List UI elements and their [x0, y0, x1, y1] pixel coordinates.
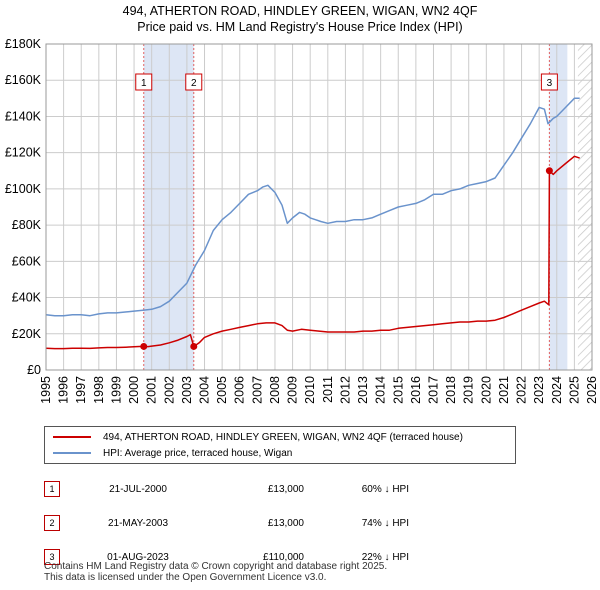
y-tick-label: £160K	[5, 73, 42, 87]
y-tick-label: £40K	[12, 291, 42, 305]
y-tick-label: £60K	[12, 254, 42, 268]
x-tick-label: 2012	[338, 376, 352, 404]
x-tick-label: 2009	[286, 376, 300, 404]
x-tick-label: 1995	[39, 376, 53, 404]
plot-border	[45, 43, 593, 371]
sale-price: £13,000	[267, 517, 304, 529]
x-tick-label: 2008	[268, 376, 282, 404]
x-tick-label: 2011	[321, 376, 335, 403]
sale-date: 01-AUG-2023	[107, 551, 169, 563]
sale-date: 21-MAY-2003	[107, 517, 169, 529]
legend-label-hpi: HPI: Average price, terraced house, Wiga…	[103, 447, 293, 459]
x-tick-label: 2002	[162, 376, 176, 404]
x-tick-label: 2025	[567, 376, 581, 404]
x-tick-label: 2024	[550, 376, 564, 404]
legend-item-hpi: HPI: Average price, terraced house, Wiga…	[53, 445, 292, 461]
y-tick-label: £80K	[12, 218, 42, 232]
y-tick-label: £100K	[5, 182, 42, 196]
x-tick-label: 2017	[426, 376, 440, 404]
sale-point	[545, 167, 553, 175]
sale-date: 21-JUL-2000	[109, 483, 167, 495]
y-tick-label: £120K	[5, 146, 42, 160]
sale-number-label: 2	[191, 78, 197, 89]
x-tick-label: 2007	[250, 376, 264, 404]
sale-marker-box: 1	[44, 481, 60, 497]
sale-number-label: 3	[547, 78, 553, 89]
x-tick-label: 2019	[462, 376, 476, 404]
chart-subtitle: Price paid vs. HM Land Registry's House …	[137, 20, 463, 34]
x-tick-label: 2021	[497, 376, 511, 404]
x-tick-label: 2003	[180, 376, 194, 404]
footer-copyright: Contains HM Land Registry data © Crown c…	[44, 561, 388, 572]
sale-number-box	[185, 73, 203, 91]
sale-row: 2 21-MAY-2003 £13,000 74% ↓ HPI	[44, 506, 409, 540]
y-tick-label: £0	[27, 363, 41, 377]
x-tick-label: 2005	[215, 376, 229, 404]
legend-label-property: 494, ATHERTON ROAD, HINDLEY GREEN, WIGAN…	[103, 431, 463, 443]
footer-licence: This data is licensed under the Open Gov…	[44, 572, 327, 583]
x-tick-label: 2023	[532, 376, 546, 404]
x-tick-label: 2013	[356, 376, 370, 404]
sale-price: £13,000	[267, 483, 304, 495]
sale-number-box	[135, 73, 153, 91]
sale-number-box	[540, 73, 558, 91]
future-hatch	[577, 44, 592, 370]
y-tick-label: £20K	[12, 327, 42, 341]
x-tick-label: 2010	[303, 376, 317, 404]
y-tick-label: £180K	[5, 37, 42, 51]
chart-title: 494, ATHERTON ROAD, HINDLEY GREEN, WIGAN…	[122, 4, 478, 18]
sale-row: 3 01-AUG-2023 £110,000 22% ↓ HPI	[44, 540, 409, 574]
x-tick-label: 1997	[74, 376, 88, 404]
legend-line-property	[53, 436, 91, 438]
sales-table: 1 21-JUL-2000 £13,000 60% ↓ HPI 2 21-MAY…	[44, 472, 409, 574]
sale-hpi-diff: 74% ↓ HPI	[361, 517, 409, 529]
x-tick-label: 2015	[391, 376, 405, 404]
sale-price: £110,000	[263, 551, 304, 563]
x-tick-label: 2001	[145, 376, 159, 404]
x-tick-label: 2020	[479, 376, 493, 404]
x-tick-label: 1998	[92, 376, 106, 404]
x-tick-label: 1996	[57, 376, 71, 404]
x-tick-label: 2014	[374, 376, 388, 404]
sale-row: 1 21-JUL-2000 £13,000 60% ↓ HPI	[44, 472, 409, 506]
x-tick-label: 2026	[585, 376, 599, 404]
property-price-line	[45, 155, 580, 350]
x-tick-label: 2000	[127, 376, 141, 404]
legend-line-hpi	[53, 452, 91, 454]
legend: 494, ATHERTON ROAD, HINDLEY GREEN, WIGAN…	[44, 426, 516, 464]
x-tick-label: 2018	[444, 376, 458, 404]
sale-point	[190, 342, 198, 350]
legend-item-property: 494, ATHERTON ROAD, HINDLEY GREEN, WIGAN…	[53, 429, 463, 445]
sale-hpi-diff: 60% ↓ HPI	[361, 483, 409, 495]
x-tick-label: 2006	[233, 376, 247, 404]
sale-marker-box: 2	[44, 515, 60, 531]
x-tick-label: 2016	[409, 376, 423, 404]
x-tick-label: 2004	[198, 376, 212, 404]
y-tick-label: £140K	[5, 109, 42, 123]
sale-point	[140, 342, 148, 350]
price-chart: £0 £20K £40K £60K £80K £100K £120K £140K £160K £1…	[5, 37, 599, 404]
sale-shade-band	[549, 44, 568, 370]
x-tick-label: 1999	[109, 376, 123, 404]
sale-hpi-diff: 22% ↓ HPI	[361, 551, 409, 563]
footer: Contains HM Land Registry data © Crown c…	[44, 561, 387, 583]
hpi-line	[45, 97, 580, 317]
sale-number-label: 1	[141, 78, 147, 89]
x-tick-label: 2022	[515, 376, 529, 404]
sale-marker-box: 3	[44, 549, 60, 565]
